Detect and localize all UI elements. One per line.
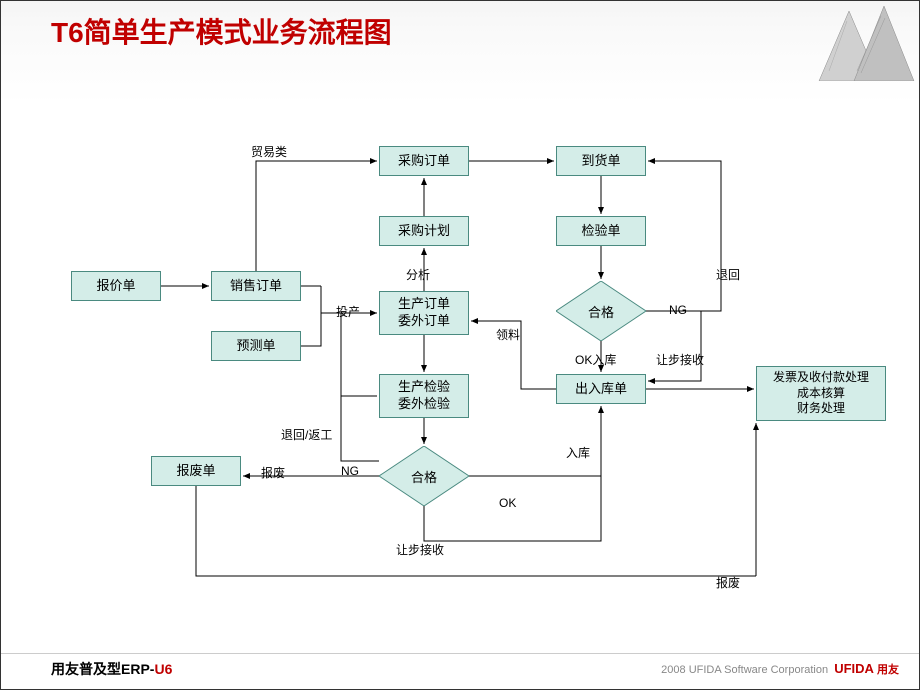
footer-brand: UFIDA — [834, 661, 874, 676]
node-inspect: 检验单 — [556, 216, 646, 246]
label-trade: 贸易类 — [251, 143, 287, 160]
node-pass1: 合格 — [556, 281, 646, 341]
label-ok2: OK — [499, 496, 516, 510]
label-rangbu2: 让步接收 — [396, 541, 444, 558]
node-purchase-order: 采购订单 — [379, 146, 469, 176]
footer: 用友普及型ERP-U6 2008 UFIDA Software Corporat… — [51, 659, 899, 679]
node-inout: 出入库单 — [556, 374, 646, 404]
label-tuihui: 退回 — [716, 266, 740, 283]
label-fenxi: 分析 — [406, 266, 430, 283]
label-lingliao: 领料 — [496, 326, 520, 343]
flowchart-edges — [1, 1, 920, 690]
node-purchase-plan: 采购计划 — [379, 216, 469, 246]
node-arrival: 到货单 — [556, 146, 646, 176]
footer-cn: 用友 — [877, 664, 899, 676]
node-prod-order: 生产订单 委外订单 — [379, 291, 469, 335]
label-baofei2: 报废 — [716, 574, 740, 591]
node-sales-order: 销售订单 — [211, 271, 301, 301]
node-forecast: 预测单 — [211, 331, 301, 361]
footer-right: 2008 UFIDA Software Corporation UFIDA 用友 — [661, 661, 899, 677]
label-ok-in: OK入库 — [575, 351, 616, 368]
slide-title: T6简单生产模式业务流程图 — [51, 11, 392, 51]
footer-u6: U6 — [154, 661, 172, 677]
footer-divider — [1, 653, 919, 654]
node-scrap: 报废单 — [151, 456, 241, 486]
building-decoration — [799, 1, 919, 81]
node-quote: 报价单 — [71, 271, 161, 301]
node-pass2: 合格 — [379, 446, 469, 506]
label-rangbu1: 让步接收 — [656, 351, 704, 368]
footer-left: 用友普及型ERP-U6 — [51, 659, 172, 679]
slide: T6简单生产模式业务流程图 — [0, 0, 920, 690]
footer-copyright: 2008 UFIDA Software Corporation — [661, 664, 828, 676]
label-ng1: NG — [669, 303, 687, 317]
label-ruku: 入库 — [566, 444, 590, 461]
footer-prefix: 用友普及型 — [51, 661, 121, 677]
pass2-label: 合格 — [411, 467, 437, 486]
pass1-label: 合格 — [588, 302, 614, 321]
node-prod-inspect: 生产检验 委外检验 — [379, 374, 469, 418]
footer-erp: ERP- — [121, 661, 154, 677]
label-tuihui2: 退回/返工 — [281, 426, 332, 443]
label-touchan: 投产 — [336, 303, 360, 320]
node-finance: 发票及收付款处理 成本核算 财务处理 — [756, 366, 886, 421]
label-baofei1: 报废 — [261, 464, 285, 481]
label-ng2: NG — [341, 464, 359, 478]
